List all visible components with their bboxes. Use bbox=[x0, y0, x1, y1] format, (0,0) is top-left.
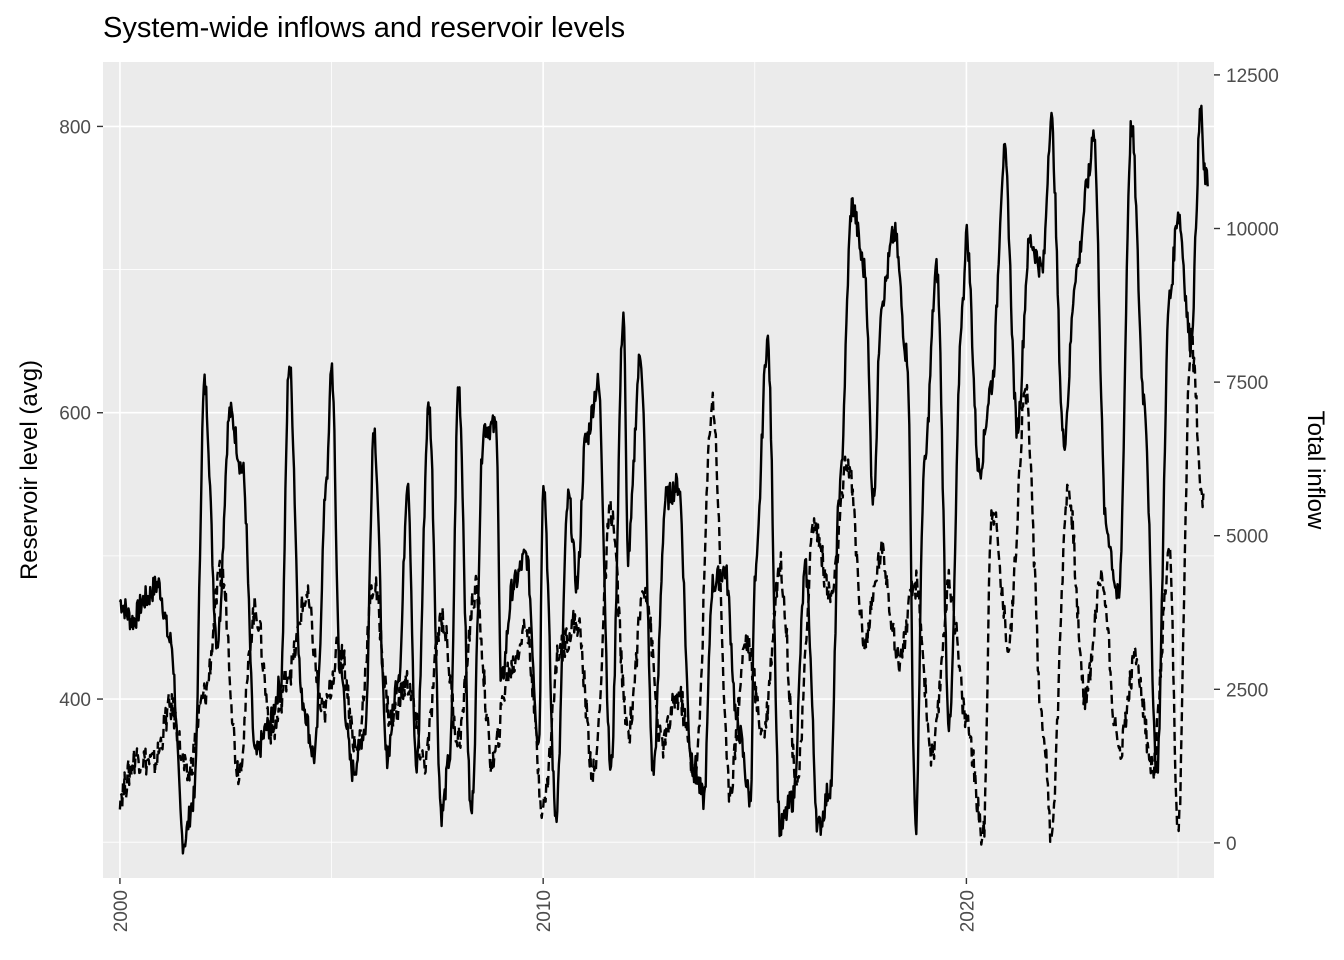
chart-title: System-wide inflows and reservoir levels bbox=[103, 12, 626, 44]
y2-tick-label: 5000 bbox=[1226, 527, 1268, 548]
axis-layer: 400 600 800 0 2500 5000 7500 10000 12500 2000 2010… bbox=[59, 66, 1279, 932]
y2-tick-label: 12500 bbox=[1226, 66, 1279, 87]
y2-tick-label: 7500 bbox=[1226, 373, 1268, 394]
y-tick-label: 800 bbox=[59, 117, 91, 138]
y-tick-label: 400 bbox=[59, 690, 91, 711]
reservoir-series-line bbox=[118, 104, 1209, 855]
y2-tick-label: 0 bbox=[1226, 834, 1237, 855]
y2-axis-title: Total inflow bbox=[1302, 411, 1329, 530]
y2-tick-label: 2500 bbox=[1226, 680, 1268, 701]
x-tick-label: 2010 bbox=[534, 890, 555, 932]
y2-tick-label: 10000 bbox=[1226, 220, 1279, 241]
x-tick-label: 2000 bbox=[111, 890, 132, 932]
inflow-series-line bbox=[118, 327, 1205, 846]
plot-panel bbox=[103, 62, 1214, 878]
series-layer bbox=[118, 104, 1209, 855]
y-axis-title: Reservoir level (avg) bbox=[16, 360, 43, 580]
y-tick-label: 600 bbox=[59, 404, 91, 425]
x-tick-label: 2020 bbox=[957, 890, 978, 932]
